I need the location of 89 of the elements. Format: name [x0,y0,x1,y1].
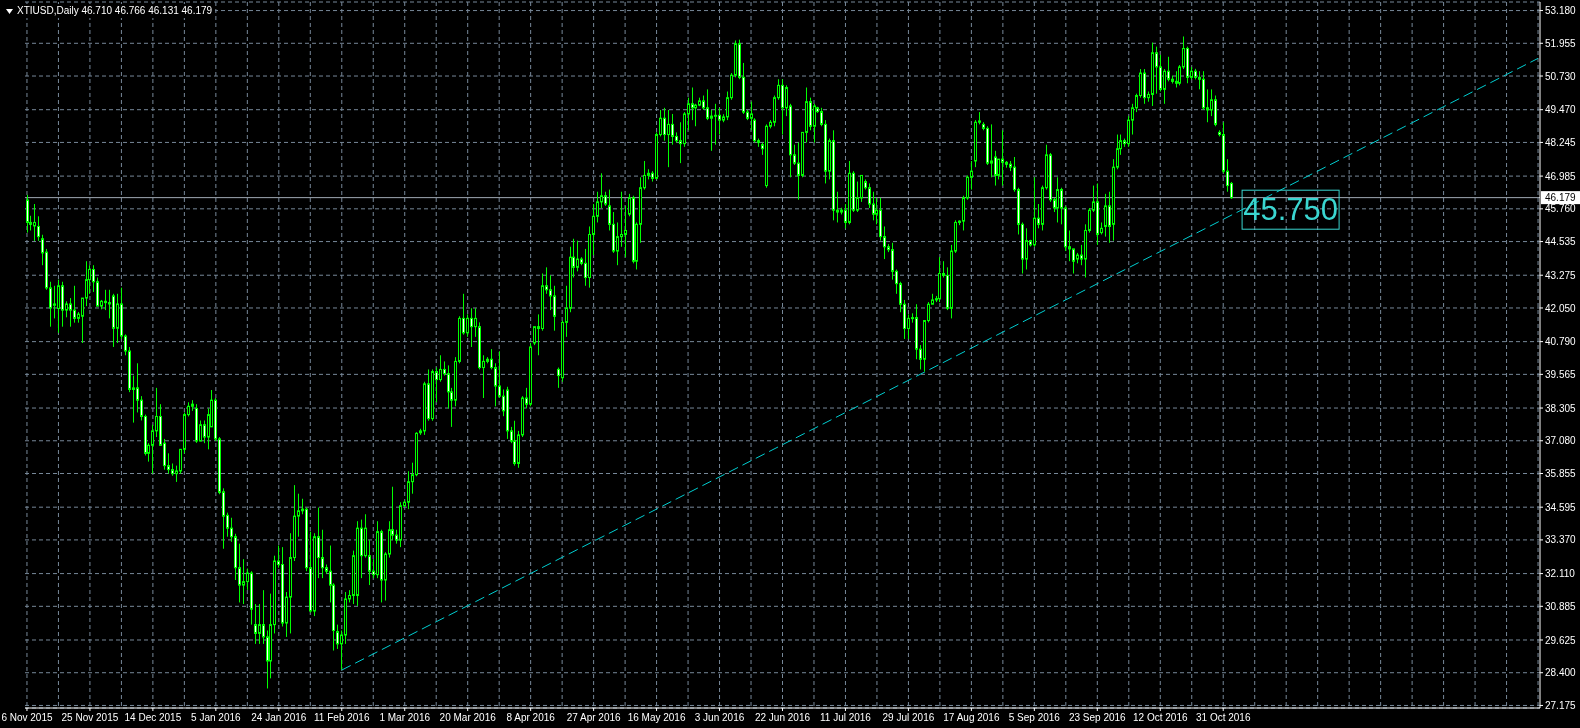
candlestick [1155,46,1158,95]
ref-line-label: 46.179 [1545,192,1577,204]
candlestick [872,191,875,221]
candlestick [1163,68,1166,105]
x-tick-label: 29 Jul 2016 [882,712,935,723]
candlestick [714,103,717,146]
candlestick [706,88,709,121]
candlestick [242,558,245,605]
y-tick-label: 44.535 [1545,236,1577,248]
x-tick-label: 6 Nov 2015 [1,712,53,723]
candlestick [53,285,56,319]
y-tick-label: 40.790 [1545,336,1577,348]
y-tick-label: 34.595 [1545,501,1577,513]
candlestick [1104,193,1107,238]
y-tick-label: 43.275 [1545,269,1577,281]
candlestick [1025,227,1028,270]
x-tick-label: 5 Jan 2016 [191,712,242,723]
candlestick [336,624,339,650]
candlestick [1072,248,1075,274]
chart-title: XTIUSD,Daily 46.710 46.766 46.131 46.179 [17,4,213,18]
candlestick [616,221,619,266]
y-tick-label: 30.885 [1545,600,1577,612]
candlestick [321,529,324,579]
candlestick [57,279,60,334]
candlestick [891,242,894,281]
candlestick [1001,129,1004,187]
y-tick-label: 50.730 [1545,70,1577,82]
candlestick [576,240,579,272]
y-tick-label: 46.985 [1545,170,1577,182]
y-tick-label: 29.625 [1545,634,1577,646]
x-tick-label: 16 May 2016 [627,712,686,723]
y-tick-label: 42.050 [1545,302,1577,314]
candlestick [624,205,627,258]
x-tick-label: 22 Jun 2016 [754,712,811,723]
candlestick [997,158,1000,180]
x-tick-label: 25 Nov 2015 [61,712,119,723]
candlestick [663,107,666,142]
x-tick-label: 8 Apr 2016 [506,712,556,723]
candlestick [533,326,536,346]
candlestick [69,297,72,328]
y-tick-label: 51.955 [1545,37,1577,49]
candlestick [1159,54,1162,93]
candlestick [994,150,997,187]
y-tick-label: 28.400 [1545,667,1577,679]
x-tick-label: 27 Apr 2016 [566,712,622,723]
candlestick [710,109,713,152]
y-tick-label: 39.565 [1545,368,1577,380]
candlestick [691,87,694,121]
candlestick [470,307,473,348]
candlestick [407,470,410,510]
x-tick-label: 14 Dec 2015 [124,712,182,723]
y-tick-label: 49.470 [1545,104,1577,116]
candlestick [671,113,674,146]
candlestick [73,285,76,324]
y-tick-label: 48.245 [1545,136,1577,148]
x-tick-label: 24 Jan 2016 [251,712,307,723]
candlestick [620,191,623,248]
y-tick-label: 35.855 [1545,468,1577,480]
x-tick-label: 31 Oct 2016 [1195,712,1251,723]
x-tick-label: 3 Jun 2016 [694,712,745,723]
y-tick-label: 45.760 [1545,203,1577,215]
y-tick-label: 27.175 [1545,700,1577,712]
candlestick [136,362,139,413]
candlestick [553,285,556,332]
y-tick-label: 37.080 [1545,435,1577,447]
candlestick [466,313,469,338]
x-tick-label: 23 Sep 2016 [1068,712,1127,723]
candlestick [254,603,257,645]
candlestick [494,362,497,407]
x-tick-label: 20 Mar 2016 [439,712,497,723]
candlestick [781,78,784,136]
x-tick-label: 11 Feb 2016 [314,712,370,723]
y-tick-label: 32.110 [1545,568,1576,580]
x-tick-label: 1 Mar 2016 [379,712,431,723]
y-tick-label: 53.180 [1545,5,1577,17]
candlestick [33,203,36,242]
candlestick [718,107,721,136]
candlestick [439,354,442,383]
candlestick [990,123,993,178]
y-tick-label: 38.305 [1545,402,1577,414]
candlestick [37,215,40,242]
candlestick [258,603,261,645]
x-tick-label: 11 Jul 2016 [819,712,872,723]
x-tick-label: 5 Sep 2016 [1008,712,1061,723]
candlestick [104,289,107,311]
x-tick-label: 17 Aug 2016 [943,712,1000,723]
y-tick-label: 33.370 [1545,534,1577,546]
candlestick [667,109,670,168]
x-tick-label: 12 Oct 2016 [1133,712,1188,723]
